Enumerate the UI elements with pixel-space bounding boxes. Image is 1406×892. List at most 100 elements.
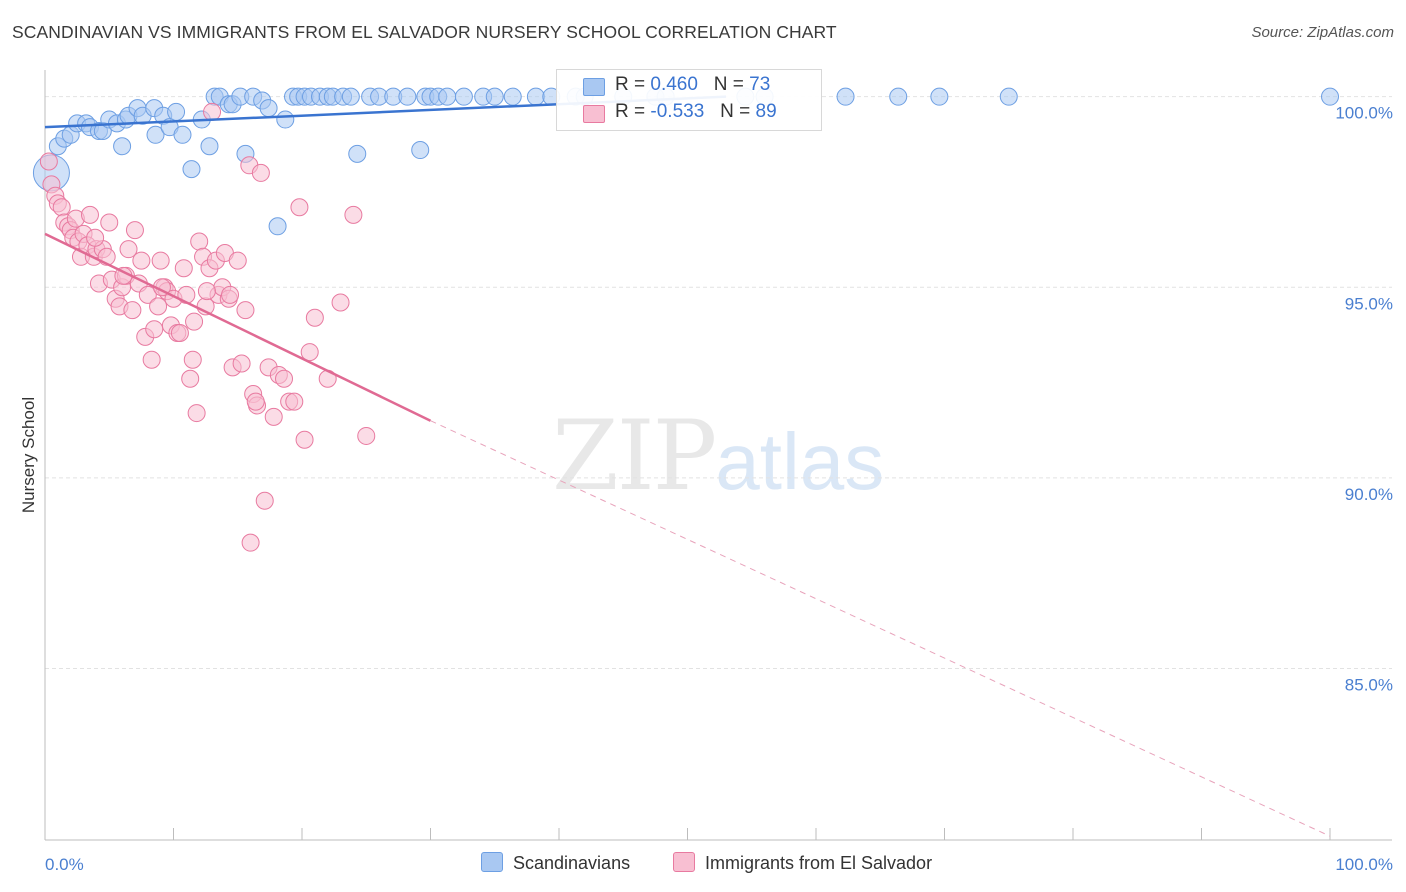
data-point [80, 205, 99, 224]
data-point [197, 282, 216, 301]
bottom-legend-label-scandinavians: Scandinavians [513, 853, 631, 873]
legend-n-value: 89 [755, 101, 777, 122]
data-point [138, 285, 157, 304]
data-point [275, 369, 294, 388]
data-point [305, 308, 324, 327]
data-point [187, 404, 206, 423]
legend-r-label: R = [615, 101, 646, 122]
trend-lines [44, 95, 1331, 837]
grid-lines [45, 96, 1392, 669]
y-axis-title: Nursery School [19, 397, 38, 513]
data-point [167, 102, 186, 121]
legend-stats-scandinavians: R = 0.460 N = 73 [615, 74, 770, 96]
data-point [200, 137, 219, 156]
data-point [113, 137, 132, 156]
data-point [255, 491, 274, 510]
data-point [259, 99, 278, 118]
data-point [285, 392, 304, 411]
data-point [174, 259, 193, 278]
data-point [300, 343, 319, 362]
chart-title: SCANDINAVIAN VS IMMIGRANTS FROM EL SALVA… [12, 22, 837, 42]
data-point [348, 144, 367, 163]
y-tick-label: 100.0% [1335, 104, 1393, 123]
data-point [52, 198, 71, 217]
data-point [411, 141, 430, 160]
legend-n-value: 73 [749, 74, 771, 95]
tick-labels: 100.0% 95.0% 90.0% 85.0% 0.0% 100.0% Nursery S… [19, 104, 1393, 874]
data-point [930, 87, 949, 106]
bottom-legend-label-el-salvador: Immigrants from El Salvador [705, 853, 933, 873]
legend-stats-el-salvador: R = -0.533 N = 89 [615, 101, 777, 123]
data-point [190, 232, 209, 251]
x-tick-label: 100.0% [1335, 855, 1393, 874]
data-point [438, 87, 457, 106]
data-point [221, 285, 240, 304]
y-tick-label: 95.0% [1345, 294, 1393, 313]
legend-n-label: N = [713, 74, 744, 95]
series-el-salvador [39, 102, 376, 552]
data-point [236, 301, 255, 320]
data-point [146, 125, 165, 144]
legend-swatch-scandinavians [583, 78, 605, 96]
data-point [203, 102, 222, 121]
data-point [1321, 87, 1339, 106]
data-point [185, 312, 204, 331]
data-point [39, 152, 58, 171]
data-point [181, 369, 200, 388]
data-point [485, 87, 504, 106]
data-point [123, 301, 142, 320]
data-point [295, 430, 314, 449]
trend-line-el-salvador [44, 232, 432, 422]
chart-source: Source: ZipAtlas.com [1251, 24, 1394, 41]
data-point [246, 392, 265, 411]
data-point [331, 293, 350, 312]
data-point [132, 251, 151, 270]
data-point [503, 87, 522, 106]
data-point [290, 198, 309, 217]
data-point [251, 163, 270, 182]
data-point [999, 87, 1018, 106]
data-point [454, 87, 473, 106]
legend-n-label: N = [720, 101, 751, 122]
data-point [241, 533, 260, 552]
data-point [173, 125, 192, 144]
bottom-legend-swatch-scandinavians [481, 852, 503, 872]
data-point [836, 87, 855, 106]
data-point [151, 251, 170, 270]
legend-r-value: -0.533 [650, 101, 705, 122]
data-point [276, 110, 295, 129]
data-point [100, 213, 119, 232]
data-point [268, 217, 287, 236]
data-point [170, 324, 189, 343]
data-point [183, 350, 202, 369]
data-point [341, 87, 360, 106]
data-point [142, 350, 161, 369]
correlation-legend: R = 0.460 N = 73 R = -0.533 N = 89 [556, 69, 822, 131]
data-point [889, 87, 908, 106]
data-point [125, 221, 144, 240]
data-point [119, 240, 138, 259]
bottom-legend-el-salvador: Immigrants from El Salvador [673, 852, 932, 874]
x-tick-label: 0.0% [45, 855, 84, 874]
trend-extension-el-salvador [430, 420, 1331, 837]
data-point [182, 160, 201, 179]
data-point [344, 205, 363, 224]
y-tick-label: 90.0% [1345, 485, 1393, 504]
data-point [398, 87, 417, 106]
data-point [232, 354, 251, 373]
bottom-legend-scandinavians: Scandinavians [481, 852, 630, 874]
data-point [228, 251, 247, 270]
axes [44, 70, 1392, 841]
legend-r-value: 0.460 [650, 74, 698, 95]
data-point [149, 297, 168, 316]
bottom-legend-swatch-el-salvador [673, 852, 695, 872]
data-point [526, 87, 545, 106]
data-point [86, 228, 105, 247]
legend-r-label: R = [615, 74, 646, 95]
data-point [145, 320, 164, 339]
y-tick-label: 85.0% [1345, 675, 1393, 694]
legend-swatch-el-salvador [583, 105, 605, 123]
data-point [357, 426, 376, 445]
data-point [264, 407, 283, 426]
